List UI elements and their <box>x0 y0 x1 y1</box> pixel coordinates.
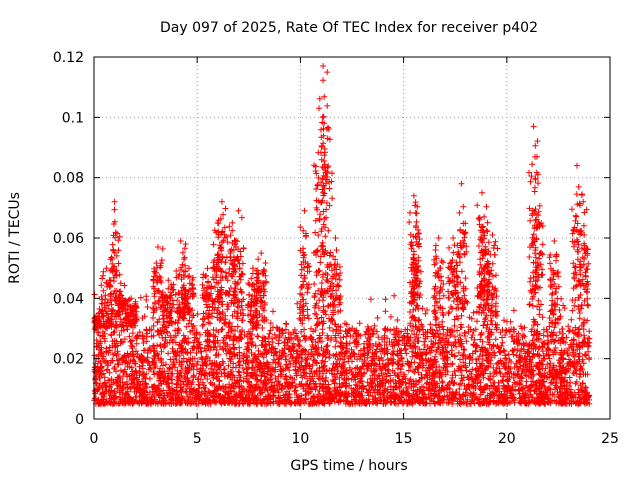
y-tick-label: 0.1 <box>62 110 84 126</box>
y-axis-label: ROTI / TECUs <box>7 192 23 284</box>
chart-title: Day 097 of 2025, Rate Of TEC Index for r… <box>160 20 538 36</box>
grid-lines <box>94 57 610 419</box>
y-tick-label: 0.02 <box>53 352 84 368</box>
y-tick-label: 0.04 <box>53 291 84 307</box>
y-tick-label: 0.06 <box>53 231 84 247</box>
y-tick-label: 0.12 <box>53 50 84 66</box>
x-tick-label: 20 <box>498 431 516 447</box>
axis-ticks: 0 5 10 15 20 25 0 0.02 0.04 0.06 0.08 0.1 0.12 <box>53 50 619 447</box>
x-tick-label: 25 <box>601 431 619 447</box>
x-tick-label: 0 <box>90 431 99 447</box>
y-tick-label: 0.08 <box>53 171 84 187</box>
y-tick-label: 0 <box>75 412 84 428</box>
x-tick-label: 10 <box>291 431 309 447</box>
x-axis-label: GPS time / hours <box>290 458 407 474</box>
x-tick-label: 5 <box>193 431 202 447</box>
x-tick-label: 15 <box>395 431 413 447</box>
